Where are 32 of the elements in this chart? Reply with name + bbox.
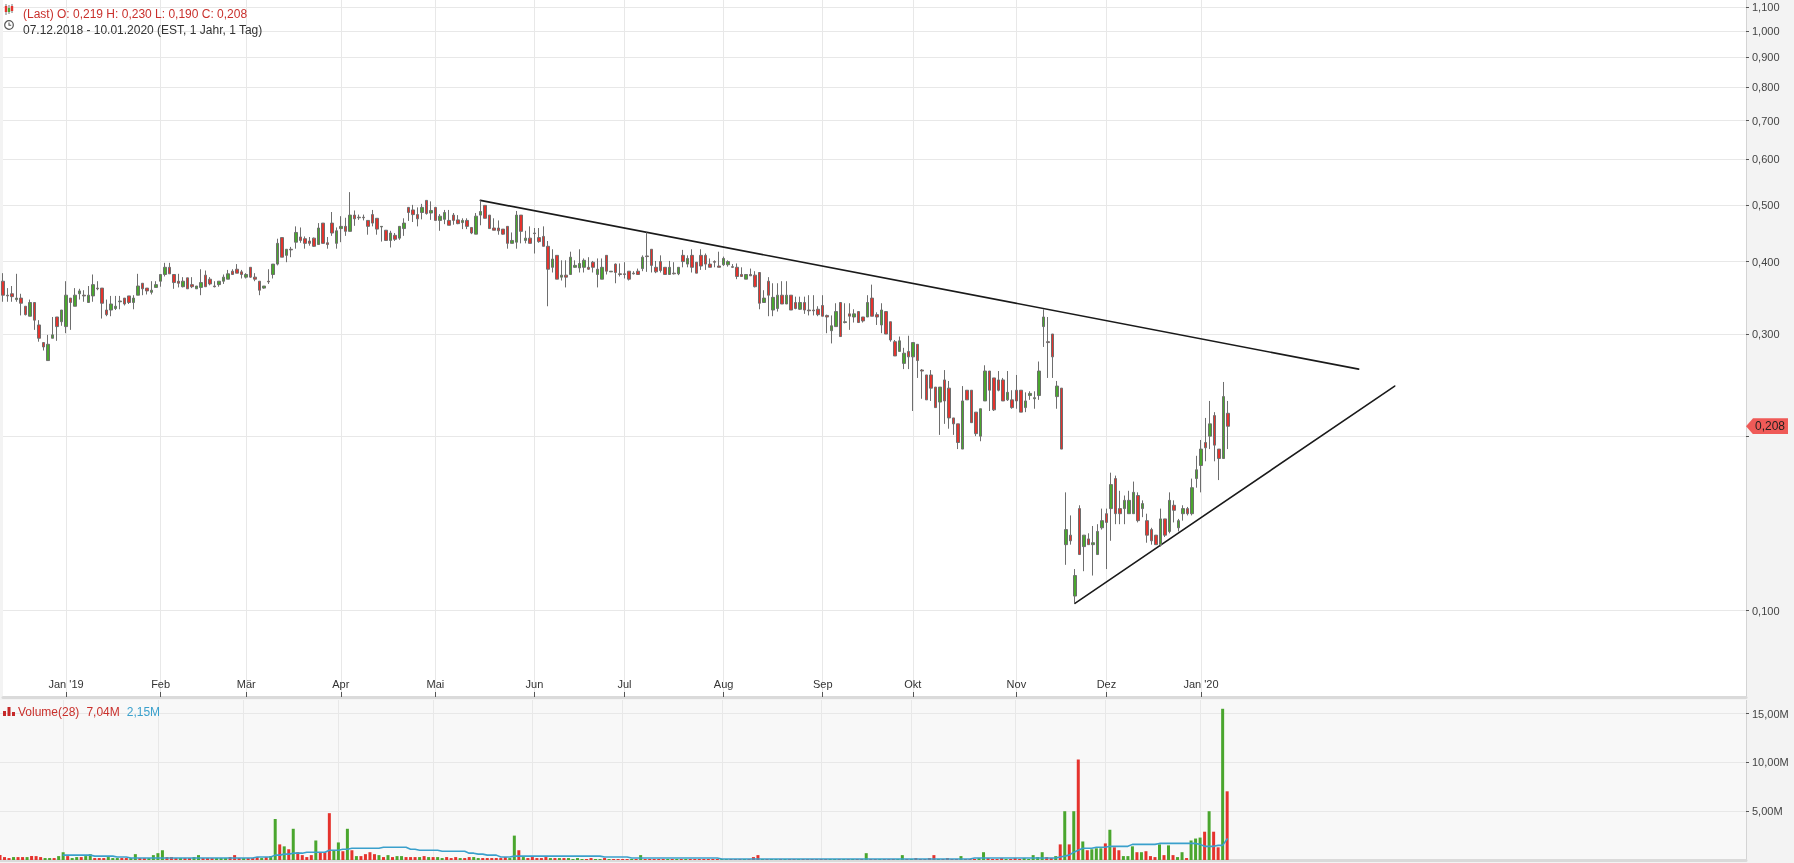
text: (Last) O: 0,219 H: 0,230 L: 0,190 C: 0,208 <box>23 7 248 21</box>
x-tick-label: Jul <box>617 677 632 690</box>
y-tick-label: 1,000 <box>1752 24 1780 37</box>
annotation: Volume(28) <box>18 705 80 719</box>
text: 07.12.2018 - 10.01.2020 (EST, 1 Jahr, 1 Tag) <box>23 23 263 37</box>
x-tick-label: Jun <box>525 677 544 690</box>
x-tick-label: Mär <box>236 677 257 690</box>
annotation: 7,04M <box>86 705 120 719</box>
x-tick-label: Nov <box>1006 677 1027 690</box>
y-tick-label: 1,100 <box>1752 0 1780 13</box>
x-tick-label: Sep <box>812 677 833 690</box>
x-tick-label: Jan '20 <box>1183 677 1219 690</box>
text: 0,208 <box>1746 418 1789 435</box>
x-tick-label: Feb <box>151 677 171 690</box>
x-tick-label: Dez <box>1096 677 1117 690</box>
y-tick-label: 0,100 <box>1752 604 1780 617</box>
x-tick-label: Jan '19 <box>48 677 84 690</box>
x-tick-label: Mai <box>426 677 445 690</box>
x-tick-label: Okt <box>904 677 922 690</box>
y-tick-label: 10,00M <box>1752 756 1789 769</box>
y-tick-label: 0,500 <box>1752 199 1780 212</box>
y-tick-label: 0,900 <box>1752 51 1780 64</box>
y-tick-label: 0,600 <box>1752 153 1780 166</box>
x-tick-label: Aug <box>713 677 734 690</box>
y-tick-label: 5,00M <box>1752 805 1783 818</box>
x-tick-label: Apr <box>332 677 350 690</box>
y-tick-label: 0,800 <box>1752 80 1780 93</box>
y-tick-label: 0,700 <box>1752 114 1780 127</box>
annotation: 2,15M <box>126 705 161 719</box>
y-tick-label: 15,00M <box>1752 707 1789 720</box>
y-tick-label: 0,400 <box>1752 255 1780 268</box>
y-tick-label: 0,300 <box>1752 328 1780 341</box>
